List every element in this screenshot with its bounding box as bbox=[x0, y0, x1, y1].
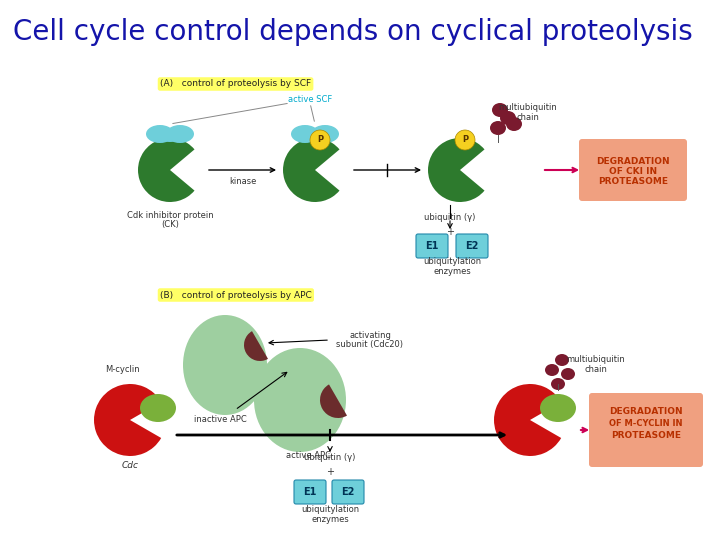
Ellipse shape bbox=[183, 315, 267, 415]
Text: E2: E2 bbox=[465, 241, 479, 251]
Text: +: + bbox=[326, 467, 334, 477]
Text: active APC: active APC bbox=[286, 451, 330, 461]
Ellipse shape bbox=[492, 103, 508, 117]
Text: P: P bbox=[462, 136, 468, 145]
Ellipse shape bbox=[545, 364, 559, 376]
Text: chain: chain bbox=[516, 113, 539, 123]
Text: Cell cycle control depends on cyclical proteolysis: Cell cycle control depends on cyclical p… bbox=[13, 18, 693, 46]
Ellipse shape bbox=[305, 128, 325, 142]
Text: +: + bbox=[446, 227, 454, 237]
Wedge shape bbox=[244, 331, 268, 361]
Wedge shape bbox=[494, 384, 561, 456]
Text: OF CKI IN: OF CKI IN bbox=[609, 167, 657, 177]
Text: PROTEASOME: PROTEASOME bbox=[611, 431, 681, 441]
Ellipse shape bbox=[490, 121, 506, 135]
Ellipse shape bbox=[555, 354, 569, 366]
Ellipse shape bbox=[146, 125, 174, 143]
Text: P: P bbox=[317, 136, 323, 145]
Text: DEGRADATION: DEGRADATION bbox=[609, 408, 683, 416]
Ellipse shape bbox=[551, 378, 565, 390]
Text: Cdc: Cdc bbox=[122, 461, 138, 469]
Text: ubiquitylation: ubiquitylation bbox=[301, 505, 359, 515]
Text: enzymes: enzymes bbox=[311, 516, 349, 524]
Text: enzymes: enzymes bbox=[433, 267, 471, 276]
Ellipse shape bbox=[254, 348, 346, 452]
Text: multiubiquitin: multiubiquitin bbox=[567, 355, 626, 364]
Text: E1: E1 bbox=[303, 487, 317, 497]
Text: subunit (Cdc20): subunit (Cdc20) bbox=[336, 340, 403, 348]
Text: (CK): (CK) bbox=[161, 219, 179, 228]
Text: multiubiquitin: multiubiquitin bbox=[499, 104, 557, 112]
Text: activating: activating bbox=[349, 330, 391, 340]
Ellipse shape bbox=[561, 368, 575, 380]
Text: E2: E2 bbox=[341, 487, 355, 497]
Wedge shape bbox=[320, 384, 347, 418]
FancyBboxPatch shape bbox=[456, 234, 488, 258]
Text: ubiquitin (γ): ubiquitin (γ) bbox=[305, 454, 356, 462]
Text: kinase: kinase bbox=[229, 178, 256, 186]
FancyBboxPatch shape bbox=[579, 139, 687, 201]
Text: inactive APC: inactive APC bbox=[194, 415, 246, 424]
Text: PROTEASOME: PROTEASOME bbox=[598, 178, 668, 186]
Ellipse shape bbox=[506, 117, 522, 131]
Ellipse shape bbox=[540, 394, 576, 422]
Text: ubiquitylation: ubiquitylation bbox=[423, 258, 481, 267]
FancyBboxPatch shape bbox=[294, 480, 326, 504]
Text: chain: chain bbox=[585, 366, 608, 375]
Ellipse shape bbox=[140, 394, 176, 422]
Ellipse shape bbox=[455, 130, 475, 150]
Text: OF M-CYCLIN IN: OF M-CYCLIN IN bbox=[609, 420, 683, 429]
Ellipse shape bbox=[166, 125, 194, 143]
FancyBboxPatch shape bbox=[589, 393, 703, 467]
Wedge shape bbox=[428, 138, 485, 202]
Ellipse shape bbox=[500, 111, 516, 125]
Wedge shape bbox=[94, 384, 161, 456]
Ellipse shape bbox=[160, 128, 180, 142]
Text: M-cyclin: M-cyclin bbox=[104, 366, 139, 375]
Wedge shape bbox=[138, 138, 194, 202]
Ellipse shape bbox=[311, 125, 339, 143]
Text: active SCF: active SCF bbox=[288, 96, 332, 105]
Ellipse shape bbox=[291, 125, 319, 143]
Ellipse shape bbox=[310, 130, 330, 150]
Text: DEGRADATION: DEGRADATION bbox=[596, 158, 670, 166]
FancyBboxPatch shape bbox=[416, 234, 448, 258]
Text: Cdk inhibitor protein: Cdk inhibitor protein bbox=[127, 212, 213, 220]
Text: (B)   control of proteolysis by APC: (B) control of proteolysis by APC bbox=[160, 291, 312, 300]
Text: ubiquitin (γ): ubiquitin (γ) bbox=[424, 213, 476, 222]
Text: (A)   control of proteolysis by SCF: (A) control of proteolysis by SCF bbox=[160, 79, 311, 89]
FancyBboxPatch shape bbox=[332, 480, 364, 504]
Wedge shape bbox=[283, 138, 340, 202]
Text: E1: E1 bbox=[426, 241, 438, 251]
